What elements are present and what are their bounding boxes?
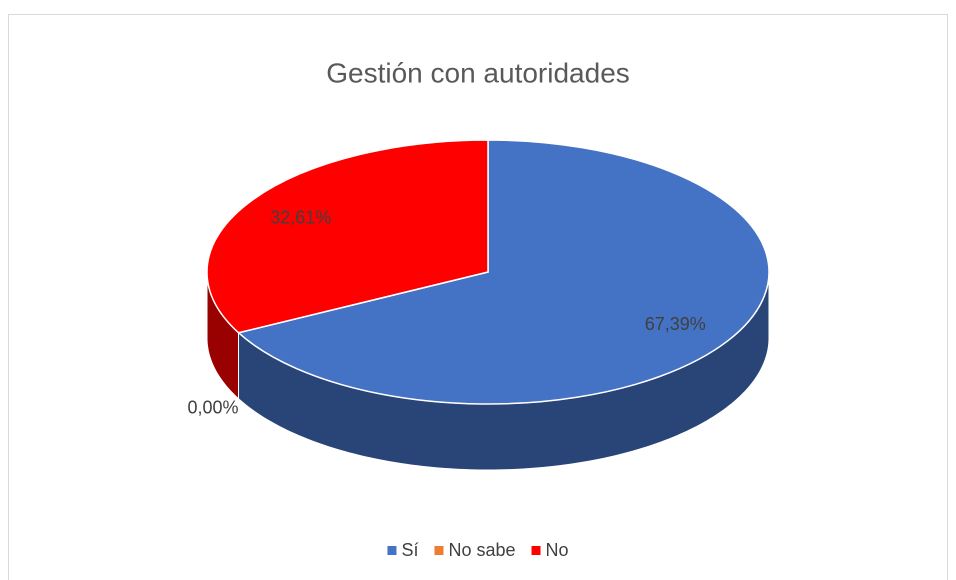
legend-swatch [531,546,541,555]
legend: Sí No sabe No [387,540,569,560]
legend-swatch [434,546,444,555]
slice [206,139,489,334]
chart-title: Gestión con autoridades [326,57,630,88]
data-label: 32,61% [270,207,331,227]
data-label: 67,39% [645,314,706,334]
data-label: 0,00% [187,397,238,417]
slice [236,139,770,405]
legend-label: No sabe [448,540,515,560]
legend-label: No [546,540,569,560]
legend-swatch [387,546,397,555]
legend-label: Sí [401,540,418,560]
